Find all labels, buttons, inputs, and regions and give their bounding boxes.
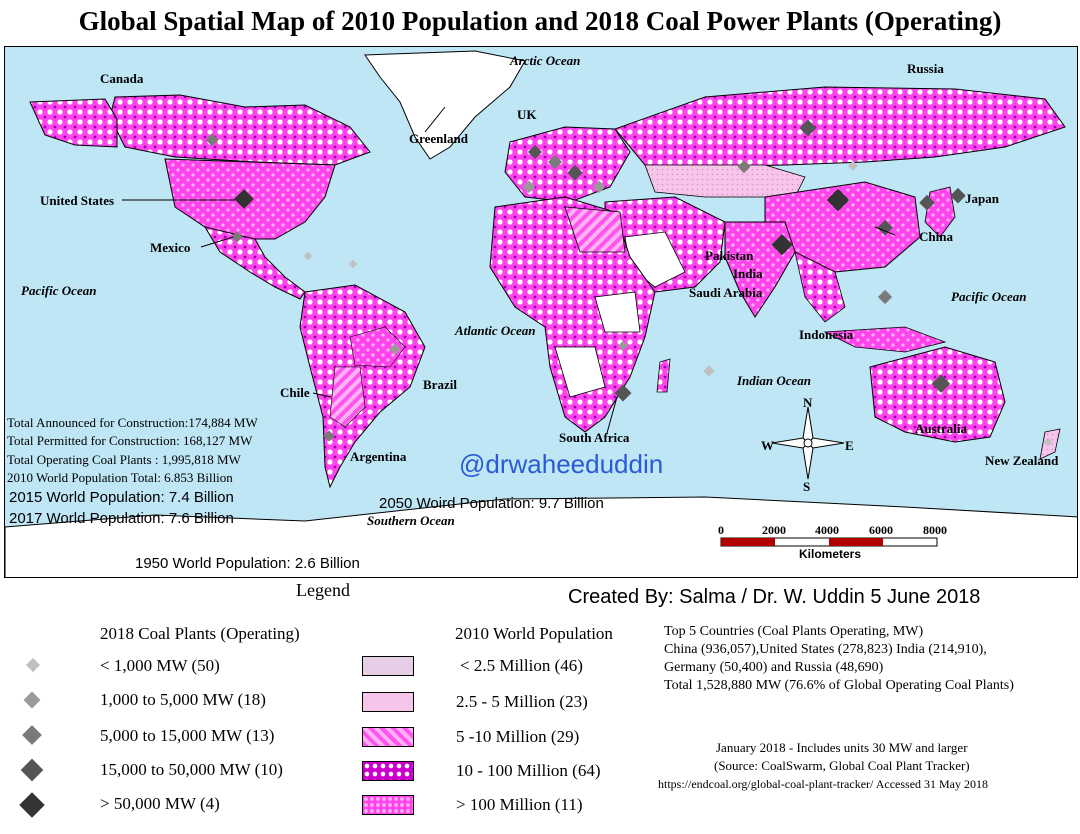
map-graphic [5, 50, 1077, 577]
scale-tick-0: 0 [718, 523, 724, 537]
label-canada: Canada [100, 71, 144, 86]
stat-pop-2010: 2010 World Population Total: 6.853 Billi… [7, 470, 233, 485]
pop-swatch-4 [362, 761, 414, 781]
world-map: Canada United States Mexico Chile Brazil… [4, 46, 1078, 578]
label-brazil: Brazil [423, 377, 457, 392]
coal-plant-markers [205, 119, 1053, 447]
coal-item-5: > 50,000 MW (4) [100, 794, 220, 813]
label-indian-ocean: Indian Ocean [737, 373, 812, 388]
watermark: @drwaheeduddin [459, 449, 664, 479]
source-line-2: (Source: CoalSwarm, Global Coal Plant Tr… [714, 758, 970, 773]
pop-item-1: < 2.5 Million (46) [460, 656, 583, 675]
label-atlantic-ocean: Atlantic Ocean [455, 323, 536, 338]
coal-symbol-small [25, 657, 41, 673]
scale-bar [720, 537, 938, 547]
scale-tick-6000: 6000 [869, 523, 893, 537]
coal-legend-title: 2018 Coal Plants (Operating) [100, 624, 300, 643]
legend-heading: Legend [296, 580, 350, 600]
compass-n: N [803, 395, 813, 410]
source-line-1: January 2018 - Includes units 30 MW and … [716, 740, 968, 755]
pop-item-3: 5 -10 Million (29) [456, 727, 580, 746]
stat-pop-1950: 1950 World Population: 2.6 Billion [135, 555, 360, 572]
coal-item-2: 1,000 to 5,000 MW (18) [100, 690, 266, 709]
label-southern-ocean: Southern Ocean [367, 513, 455, 528]
stat-operating: Total Operating Coal Plants : 1,995,818 … [7, 452, 241, 467]
created-by: Created By: Salma / Dr. W. Uddin 5 June … [568, 586, 981, 608]
label-russia: Russia [907, 61, 944, 76]
label-new-zealand: New Zealand [985, 453, 1059, 468]
compass-rose [771, 406, 845, 480]
top5-line-3: Germany (50,400) and Russia (48,690) [664, 660, 884, 675]
stat-pop-2015: 2015 World Population: 7.4 Billion [9, 489, 234, 506]
top5-line-4: Total 1,528,880 MW (76.6% of Global Oper… [664, 678, 1014, 693]
coal-item-4: 15,000 to 50,000 MW (10) [100, 760, 283, 779]
scale-tick-4000: 4000 [815, 523, 839, 537]
label-indonesia: Indonesia [799, 327, 854, 342]
label-saudi-arabia: Saudi Arabia [689, 285, 763, 300]
label-pakistan: Pakistan [705, 248, 754, 263]
top5-line-2: China (936,057),United States (278,823) … [664, 642, 987, 657]
scale-unit: Kilometers [799, 547, 862, 561]
coal-item-3: 5,000 to 15,000 MW (13) [100, 726, 275, 745]
pop-item-5: > 100 Million (11) [456, 795, 583, 814]
stat-pop-2050: 2050 Woird Population: 9.7 Billion [379, 495, 604, 512]
coal-symbol-medium [23, 691, 41, 709]
coal-symbol-xxlarge [19, 792, 45, 818]
stat-pop-2017: 2017 World Population: 7.6 Billion [9, 510, 234, 527]
label-argentina: Argentina [350, 449, 407, 464]
stat-permitted: Total Permitted for Construction: 168,12… [7, 433, 253, 448]
label-pacific-ocean-left: Pacific Ocean [21, 283, 97, 298]
pop-swatch-3 [362, 727, 414, 747]
pop-legend-title: 2010 World Population [455, 624, 613, 643]
scale-tick-2000: 2000 [762, 523, 786, 537]
label-australia: Australia [915, 421, 967, 436]
compass-s: S [803, 479, 811, 494]
pop-swatch-1 [362, 656, 414, 676]
label-arctic-ocean: Arctic Ocean [510, 53, 581, 68]
coal-symbol-xlarge [20, 758, 44, 782]
top5-line-1: Top 5 Countries (Coal Plants Operating, … [664, 624, 924, 639]
coal-symbol-large [22, 725, 42, 745]
label-united-states: United States [40, 193, 115, 208]
label-south-africa: South Africa [559, 430, 630, 445]
map-title: Global Spatial Map of 2010 Population an… [78, 6, 1002, 36]
pop-item-4: 10 - 100 Million (64) [456, 761, 601, 780]
compass-w: W [761, 438, 774, 453]
coal-item-1: < 1,000 MW (50) [100, 656, 220, 675]
label-pacific-ocean-right: Pacific Ocean [951, 289, 1027, 304]
label-uk: UK [517, 107, 537, 122]
pop-swatch-5 [362, 795, 414, 815]
source-line-3: https://endcoal.org/global-coal-plant-tr… [658, 777, 989, 791]
label-greenland: Greenland [409, 131, 468, 146]
scale-tick-8000: 8000 [923, 523, 947, 537]
label-china: China [919, 229, 953, 244]
stat-announced: Total Announced for Construction:174,884… [7, 415, 258, 430]
compass-e: E [845, 438, 854, 453]
label-chile: Chile [280, 385, 310, 400]
pop-swatch-2 [362, 692, 414, 712]
label-japan: Japan [965, 191, 999, 206]
label-mexico: Mexico [150, 240, 191, 255]
label-india: India [733, 266, 763, 281]
pop-item-2: 2.5 - 5 Million (23) [456, 692, 588, 711]
